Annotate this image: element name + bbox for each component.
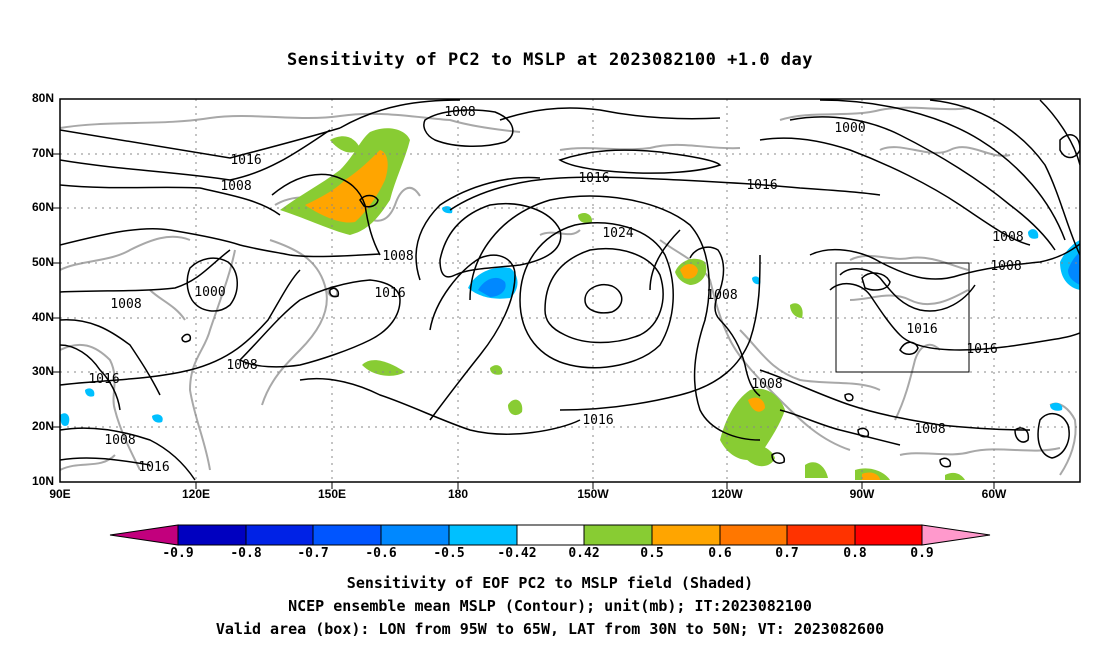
colorbar-cell: [177, 524, 247, 546]
map-frame: [52, 98, 1081, 489]
shade-orange-carib: [862, 472, 880, 480]
colorbar-label: 0.9: [910, 546, 934, 561]
contour-label: 1008: [992, 230, 1023, 245]
lon-label: 120E: [181, 487, 211, 501]
contour-label: 1008: [382, 249, 413, 264]
lat-label: 40N: [31, 310, 54, 324]
contour-label: 1008: [990, 259, 1021, 274]
colorbar-cell: [245, 524, 314, 546]
contour-label: 1016: [88, 372, 119, 387]
contour-label: 1016: [906, 322, 937, 337]
colorbar-label: -0.8: [230, 546, 262, 561]
shade-blue-small4: [60, 413, 70, 426]
shade-green-mexico: [720, 388, 785, 460]
shade-blue-small2: [1050, 402, 1063, 411]
colorbar: [109, 524, 991, 546]
contour-labels: 1008 1016 1008 1016 1000 1008 1016 1024 …: [88, 105, 1023, 475]
shade-green-pacific1: [362, 360, 405, 376]
contour-label: 1008: [751, 377, 782, 392]
lon-label: 60W: [981, 487, 1007, 501]
map-title: Sensitivity of PC2 to MSLP at 2023082100…: [286, 50, 813, 70]
coastlines: [60, 106, 1077, 476]
lon-label: 90W: [849, 487, 875, 501]
contour-label: 1008: [444, 105, 475, 120]
valid-area-box: [835, 262, 970, 373]
colorbar-label: 0.8: [843, 546, 867, 561]
shade-blue-atlantic-inner: [1068, 252, 1080, 285]
lon-label: 90E: [49, 487, 71, 501]
mslp-contours: [60, 99, 1080, 481]
shade-blue-small6: [152, 414, 163, 423]
colorbar-cell: [854, 524, 923, 546]
lat-label: 10N: [31, 474, 54, 488]
contour-label: 1016: [746, 178, 777, 193]
shade-blue-small1: [1028, 229, 1039, 239]
lat-label: 20N: [31, 419, 54, 433]
lon-label: 120W: [711, 487, 743, 501]
contour-label: 1016: [582, 413, 613, 428]
contour-label: 1008: [226, 358, 257, 373]
colorbar-cell: [921, 524, 991, 546]
shade-green-mexico2: [740, 444, 775, 467]
colorbar-label: -0.7: [297, 546, 329, 561]
shade-blue-small3: [442, 206, 453, 214]
shade-orange-alaska: [680, 264, 698, 279]
shade-orange-kamchatka: [305, 150, 388, 223]
contour-label: 1000: [194, 285, 225, 300]
colorbar-cell: [516, 524, 585, 546]
shade-green-gulf: [805, 462, 828, 478]
contour-label: 1000: [834, 121, 865, 136]
contour-label: 1016: [966, 342, 997, 357]
shade-green-pacific3: [490, 365, 503, 375]
lat-label: 70N: [31, 146, 54, 160]
colorbar-label: -0.5: [433, 546, 465, 561]
colorbar-label: 0.42: [568, 546, 600, 561]
contour-label: 1008: [706, 288, 737, 303]
lat-label: 60N: [31, 200, 54, 214]
shade-green-bering: [330, 136, 360, 153]
shade-darkblue-pacific: [478, 277, 506, 297]
colorbar-label: 0.5: [640, 546, 664, 561]
colorbar-cell: [651, 524, 721, 546]
colorbar-label: 0.7: [775, 546, 799, 561]
shade-green-pacific2: [508, 399, 523, 416]
colorbar-label: 0.6: [708, 546, 732, 561]
lon-label: 150E: [317, 487, 347, 501]
lat-label: 30N: [31, 364, 54, 378]
shade-blue-small7: [752, 276, 761, 285]
contour-label: 1008: [110, 297, 141, 312]
colorbar-cell: [786, 524, 856, 546]
caption-line-2: NCEP ensemble mean MSLP (Contour); unit(…: [288, 597, 812, 615]
contour-label: 1016: [138, 460, 169, 475]
colorbar-cell: [583, 524, 653, 546]
shade-green-small1: [578, 212, 593, 224]
caption-line-1: Sensitivity of EOF PC2 to MSLP field (Sh…: [346, 574, 754, 592]
lat-label: 80N: [31, 91, 54, 105]
shade-orange-mexico: [748, 397, 765, 412]
colorbar-cell: [719, 524, 788, 546]
shade-green-carib2: [945, 472, 965, 480]
colorbar-label: -0.6: [365, 546, 397, 561]
colorbar-label: -0.9: [162, 546, 194, 561]
contour-label: 1016: [230, 153, 261, 168]
colorbar-cell: [109, 524, 179, 546]
lon-label: 150W: [577, 487, 609, 501]
colorbar-label: -0.42: [497, 546, 537, 561]
contour-label: 1008: [104, 433, 135, 448]
colorbar-cell: [448, 524, 518, 546]
lat-label: 50N: [31, 255, 54, 269]
colorbar-cell: [380, 524, 450, 546]
contour-label: 1024: [602, 226, 633, 241]
colorbar-cell: [312, 524, 382, 546]
caption-line-3: Valid area (box): LON from 95W to 65W, L…: [215, 620, 885, 638]
contour-label: 1008: [220, 179, 251, 194]
contour-label: 1008: [914, 422, 945, 437]
contour-label: 1016: [578, 171, 609, 186]
contour-label: 1016: [374, 286, 405, 301]
shade-green-small2: [790, 303, 803, 318]
lon-label: 180: [447, 487, 469, 501]
shade-blue-small5: [85, 388, 95, 397]
